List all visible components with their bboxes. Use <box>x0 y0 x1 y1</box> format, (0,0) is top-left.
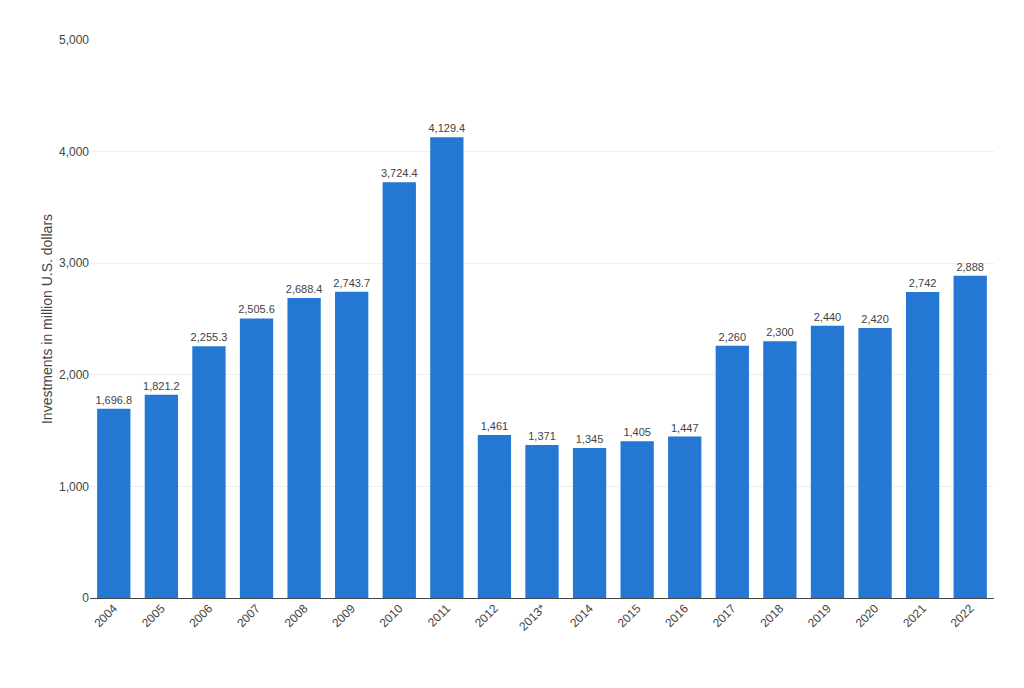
svg-text:2,260: 2,260 <box>719 331 747 343</box>
svg-text:2006: 2006 <box>187 601 216 630</box>
svg-text:2016: 2016 <box>662 601 691 630</box>
svg-text:2005: 2005 <box>139 601 168 630</box>
svg-text:2,300: 2,300 <box>766 326 794 338</box>
svg-text:1,405: 1,405 <box>623 426 651 438</box>
svg-text:2,420: 2,420 <box>861 313 889 325</box>
svg-text:2015: 2015 <box>615 601 644 630</box>
svg-text:2,255.3: 2,255.3 <box>191 331 228 343</box>
svg-text:2014: 2014 <box>567 601 596 630</box>
svg-text:5,000: 5,000 <box>59 33 89 47</box>
svg-text:2,440: 2,440 <box>814 311 842 323</box>
svg-text:2004: 2004 <box>91 601 120 630</box>
svg-text:1,696.8: 1,696.8 <box>95 394 132 406</box>
svg-text:2013*: 2013* <box>516 601 548 633</box>
svg-text:0: 0 <box>82 591 89 605</box>
svg-text:3,000: 3,000 <box>59 256 89 270</box>
svg-text:1,000: 1,000 <box>59 480 89 494</box>
svg-text:2,743.7: 2,743.7 <box>333 277 370 289</box>
svg-text:2017: 2017 <box>710 601 739 630</box>
svg-text:3,724.4: 3,724.4 <box>381 167 418 179</box>
svg-text:1,821.2: 1,821.2 <box>143 380 180 392</box>
svg-text:2009: 2009 <box>329 601 358 630</box>
svg-text:2007: 2007 <box>234 601 263 630</box>
svg-text:1,461: 1,461 <box>481 420 509 432</box>
svg-text:2,742: 2,742 <box>909 277 937 289</box>
svg-text:2018: 2018 <box>757 601 786 630</box>
svg-text:Investments in million U.S. do: Investments in million U.S. dollars <box>39 214 55 424</box>
svg-text:2008: 2008 <box>282 601 311 630</box>
svg-text:1,345: 1,345 <box>576 433 604 445</box>
svg-text:2021: 2021 <box>900 601 929 630</box>
svg-text:2011: 2011 <box>425 601 453 629</box>
svg-text:2,688.4: 2,688.4 <box>286 283 323 295</box>
svg-text:4,000: 4,000 <box>59 145 89 159</box>
svg-text:2020: 2020 <box>853 601 882 630</box>
svg-text:2019: 2019 <box>805 601 834 630</box>
svg-text:1,447: 1,447 <box>671 422 699 434</box>
svg-text:4,129.4: 4,129.4 <box>428 122 465 134</box>
svg-text:2022: 2022 <box>948 601 977 630</box>
svg-text:2,888: 2,888 <box>956 261 984 273</box>
svg-text:2010: 2010 <box>377 601 406 630</box>
svg-text:2012: 2012 <box>472 601 501 630</box>
svg-text:2,000: 2,000 <box>59 368 89 382</box>
svg-text:1,371: 1,371 <box>528 430 556 442</box>
svg-text:2,505.6: 2,505.6 <box>238 303 275 315</box>
